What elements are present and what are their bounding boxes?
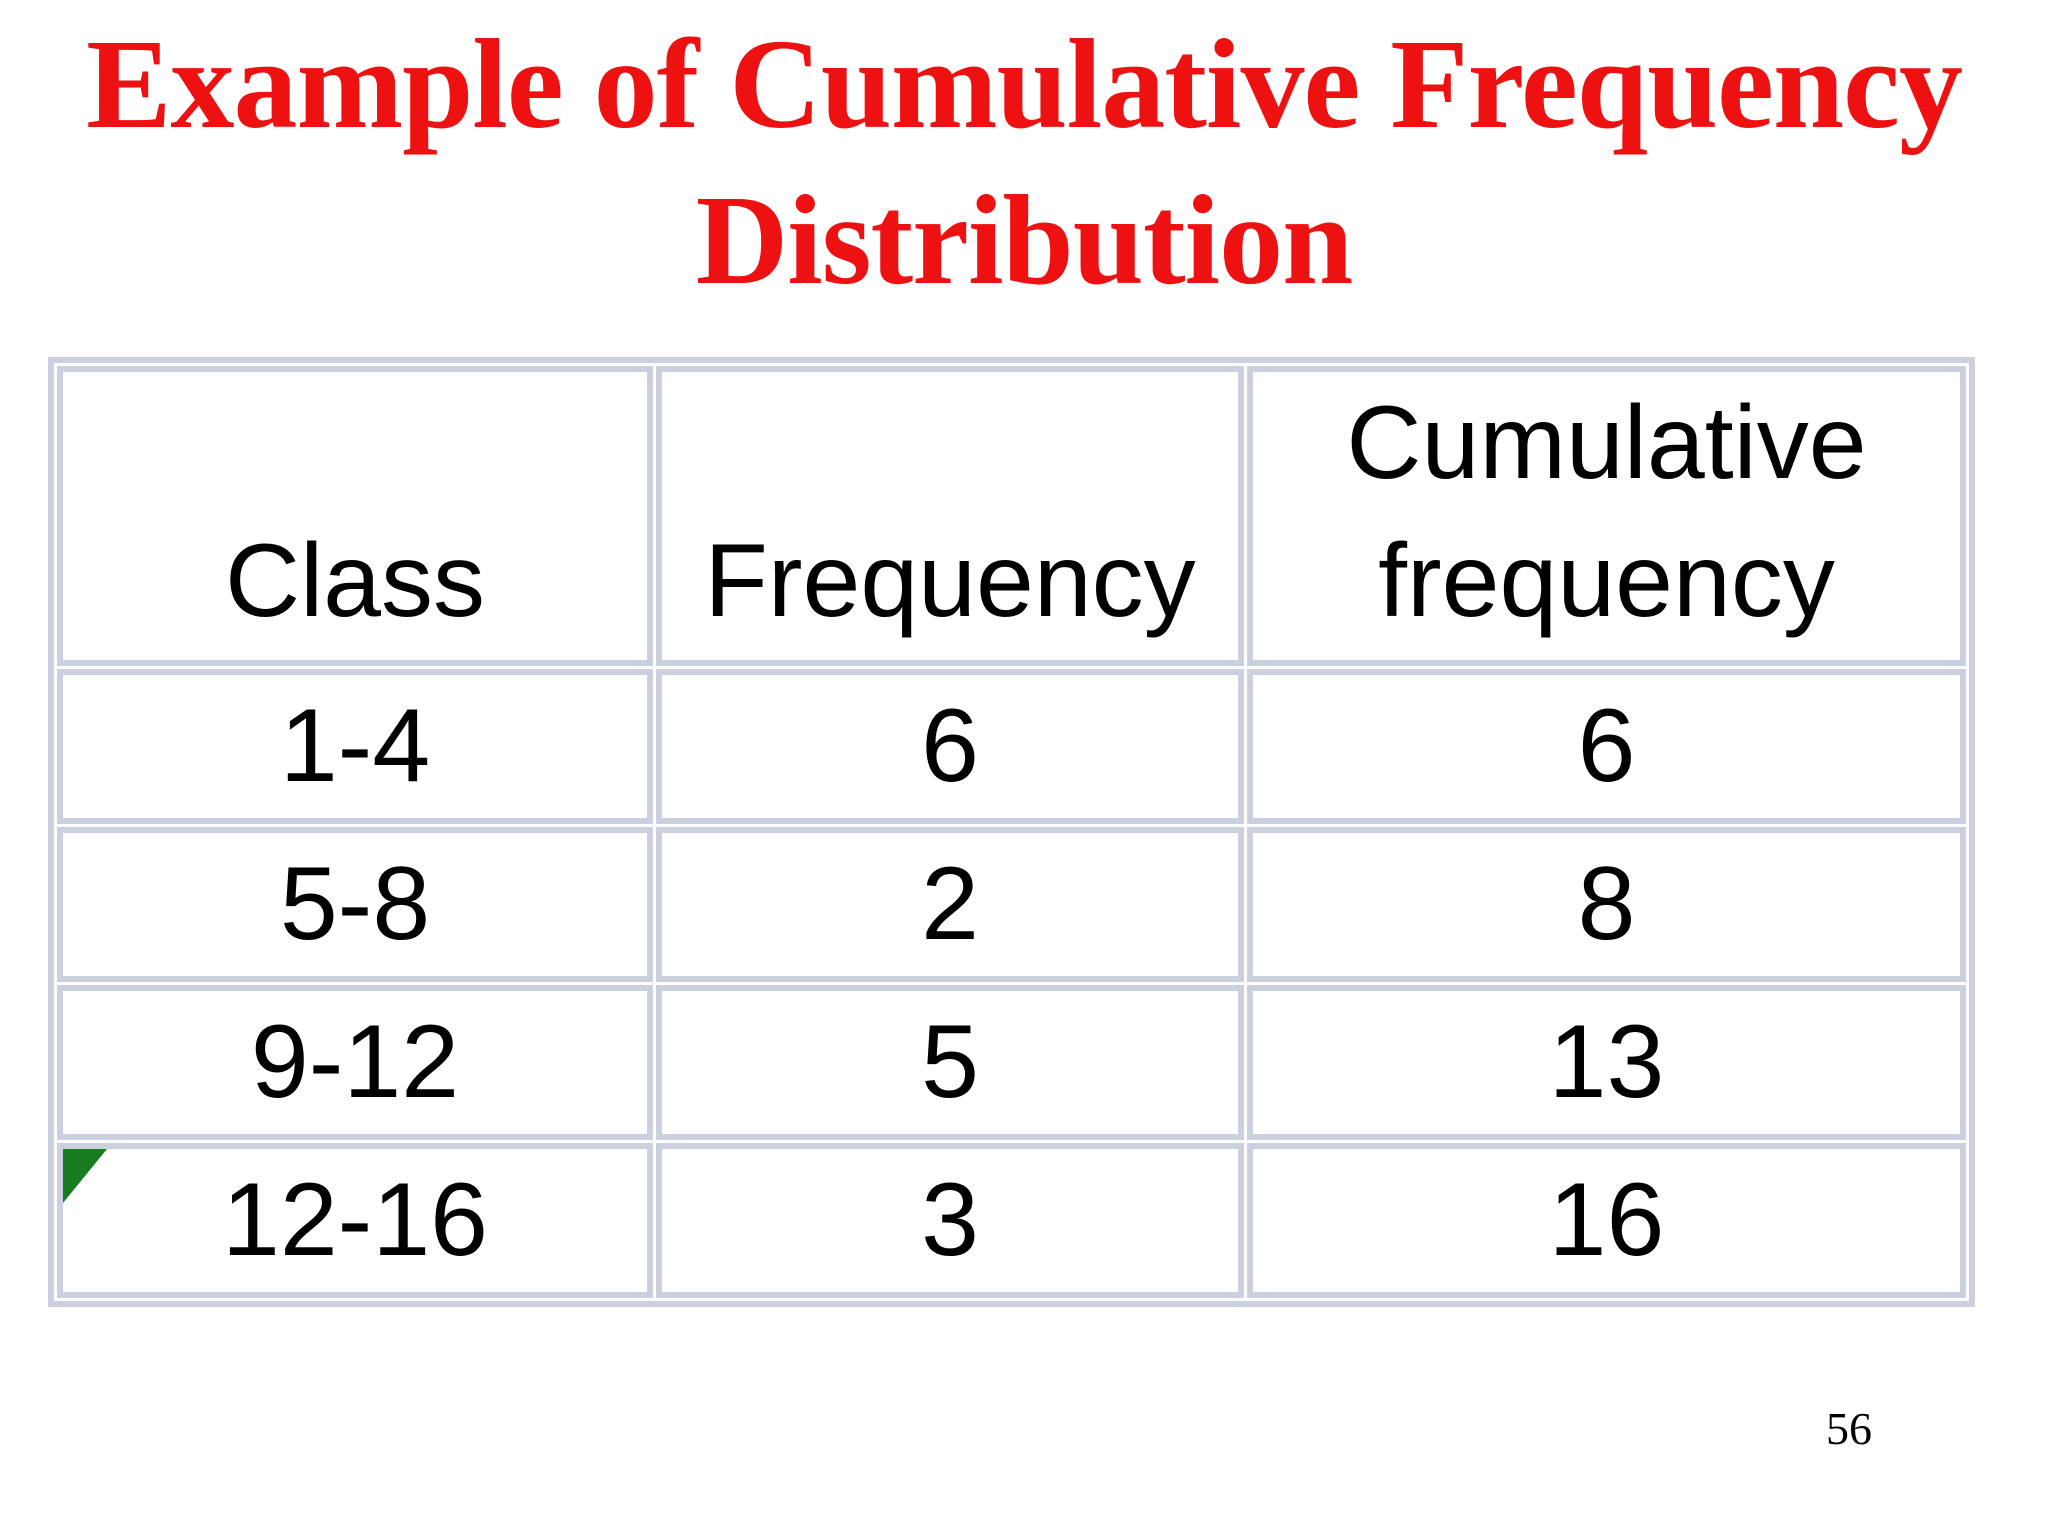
cumulative-cell: 6 bbox=[1247, 669, 1966, 824]
page-number: 56 bbox=[1826, 1403, 1872, 1454]
table-row: 1-4 6 6 bbox=[57, 669, 1966, 824]
cumulative-cell: 16 bbox=[1247, 1143, 1966, 1298]
column-header-cumulative: Cumulative frequency bbox=[1247, 366, 1966, 666]
cumulative-cell: 13 bbox=[1247, 985, 1966, 1140]
class-cell: 1-4 bbox=[57, 669, 653, 824]
cumulative-frequency-table-wrap: Class Frequency Cumulative frequency 1-4… bbox=[48, 357, 1975, 1307]
cumulative-frequency-table: Class Frequency Cumulative frequency 1-4… bbox=[48, 357, 1975, 1307]
table-row: 12-16 3 16 bbox=[57, 1143, 1966, 1298]
frequency-cell: 2 bbox=[656, 827, 1244, 982]
slide-title-line-1: Example of Cumulative Frequency bbox=[86, 13, 1963, 155]
column-header-frequency: Frequency bbox=[656, 366, 1244, 666]
green-corner-marker-icon bbox=[63, 1149, 107, 1203]
class-cell-value: 12-16 bbox=[222, 1162, 488, 1279]
class-cell: 12-16 bbox=[57, 1143, 653, 1298]
frequency-cell: 6 bbox=[656, 669, 1244, 824]
class-cell: 5-8 bbox=[57, 827, 653, 982]
cumulative-cell: 8 bbox=[1247, 827, 1966, 982]
table-row: 5-8 2 8 bbox=[57, 827, 1966, 982]
slide-title-line-2: Distribution bbox=[695, 169, 1354, 312]
column-header-class: Class bbox=[57, 366, 653, 666]
frequency-cell: 3 bbox=[656, 1143, 1244, 1298]
header-row: Class Frequency Cumulative frequency bbox=[57, 366, 1966, 666]
frequency-cell: 5 bbox=[656, 985, 1244, 1140]
table-row: 9-12 5 13 bbox=[57, 985, 1966, 1140]
class-cell: 9-12 bbox=[57, 985, 653, 1140]
slide-title: Example of Cumulative Frequency Distribu… bbox=[0, 6, 2048, 318]
